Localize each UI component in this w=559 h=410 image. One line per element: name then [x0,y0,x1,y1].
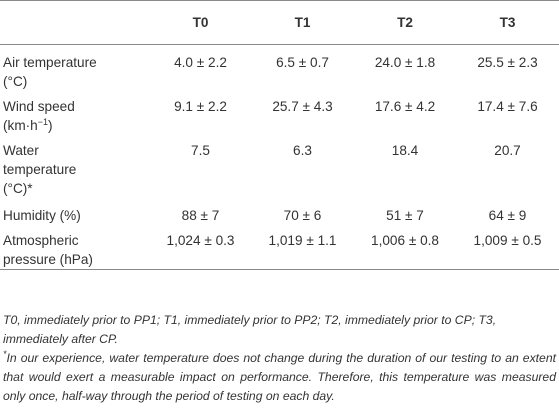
row-label-atmospheric-pressure: Atmospheric pressure (hPa) [0,225,150,270]
row-label-line: Humidity (%) [3,208,81,223]
table-cell: 4.0 ± 2.2 [174,55,227,70]
table-cell: 51 ± 7 [386,208,424,223]
table-cell: 25.5 ± 2.3 [477,55,538,70]
footnote-text: In our experience, water temperature doe… [3,351,556,403]
row-label-line: temperature [3,162,77,177]
table-cell: 1,019 ± 1.1 [251,225,354,270]
table-cell: 9.1 ± 2.2 [174,99,227,114]
row-label-exponent: −1 [37,117,49,127]
table-cell: 7.5 [191,143,210,158]
table-cell: 6.5 ± 0.7 [276,55,329,70]
table-row: Atmospheric pressure (hPa) 1,024 ± 0.3 1… [0,225,559,270]
table-cell: 1,024 ± 0.3 [150,225,251,270]
footnote: *In our experience, water temperature do… [3,349,556,406]
table-cell: 25.7 ± 4.3 [272,99,333,114]
row-label-wind-speed: Wind speed (km·h−1) [0,91,150,135]
table-cell: 17.4 ± 7.6 [477,99,538,114]
header-t0: T0 [150,0,251,45]
header-corner [0,0,150,45]
conditions-table: T0 T1 T2 T3 Air temperature (°C) 4.0 ± 2… [0,0,559,270]
row-label-line: Atmospheric [3,233,79,248]
table-cell: 88 ± 7 [181,208,220,223]
table-cell: 1,006 ± 0.8 [354,225,456,270]
table-cell: 70 ± 6 [283,208,322,223]
header-t1: T1 [251,0,354,45]
row-label-water-temperature: Water temperature (°C)* [0,135,150,200]
table-row: Humidity (%) 88 ± 7 70 ± 6 51 ± 7 64 ± 9 [0,200,559,225]
table-row: Air temperature (°C) 4.0 ± 2.2 6.5 ± 0.7… [0,45,559,92]
table-cell: 64 ± 9 [488,208,527,223]
table-footnotes: T0, immediately prior to PP1; T1, immedi… [3,311,556,406]
table-cell: 17.6 ± 4.2 [374,99,436,114]
table-cell: 20.7 [494,143,521,158]
row-label-line: pressure (hPa) [3,252,93,267]
table-row: Wind speed (km·h−1) 9.1 ± 2.2 25.7 ± 4.3… [0,91,559,135]
row-label-unit: (km·h [3,118,38,133]
row-label-line: Air temperature [3,55,97,70]
table-header-row: T0 T1 T2 T3 [0,0,559,45]
header-t3: T3 [456,0,559,45]
table-cell: 24.0 ± 1.8 [374,55,436,70]
footnote-marker: * [3,349,7,359]
row-label-air-temperature: Air temperature (°C) [0,45,150,92]
table-cell: 18.4 [391,143,419,158]
table-row: Water temperature (°C)* 7.5 6.3 18.4 20.… [0,135,559,200]
row-label-line: (°C)* [3,181,33,196]
table-cell: 6.3 [293,143,312,158]
row-label-line: Wind speed [3,99,75,114]
row-label-line: Water [3,143,39,158]
row-label-unit-close: ) [48,118,53,133]
row-label-line: (°C) [3,74,28,89]
table-cell: 1,009 ± 0.5 [456,225,559,270]
row-label-humidity: Humidity (%) [0,200,150,225]
abbreviations-note: T0, immediately prior to PP1; T1, immedi… [3,313,497,346]
header-t2: T2 [354,0,456,45]
